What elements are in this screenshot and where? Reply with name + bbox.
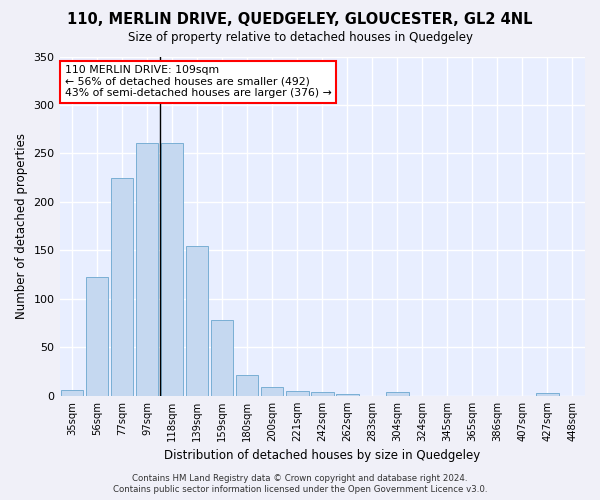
Bar bbox=[236, 374, 259, 396]
Bar bbox=[336, 394, 359, 396]
Bar bbox=[386, 392, 409, 396]
Text: 110 MERLIN DRIVE: 109sqm
← 56% of detached houses are smaller (492)
43% of semi-: 110 MERLIN DRIVE: 109sqm ← 56% of detach… bbox=[65, 65, 332, 98]
Bar bbox=[161, 143, 184, 396]
Bar bbox=[86, 276, 109, 396]
Bar bbox=[536, 393, 559, 396]
Bar bbox=[311, 392, 334, 396]
X-axis label: Distribution of detached houses by size in Quedgeley: Distribution of detached houses by size … bbox=[164, 450, 481, 462]
Bar bbox=[61, 390, 83, 396]
Bar bbox=[136, 143, 158, 396]
Bar bbox=[261, 387, 283, 396]
Bar bbox=[111, 178, 133, 396]
Text: Size of property relative to detached houses in Quedgeley: Size of property relative to detached ho… bbox=[128, 31, 473, 44]
Text: Contains HM Land Registry data © Crown copyright and database right 2024.
Contai: Contains HM Land Registry data © Crown c… bbox=[113, 474, 487, 494]
Text: 110, MERLIN DRIVE, QUEDGELEY, GLOUCESTER, GL2 4NL: 110, MERLIN DRIVE, QUEDGELEY, GLOUCESTER… bbox=[67, 12, 533, 28]
Bar bbox=[286, 391, 308, 396]
Bar bbox=[186, 246, 208, 396]
Bar bbox=[211, 320, 233, 396]
Y-axis label: Number of detached properties: Number of detached properties bbox=[15, 133, 28, 319]
